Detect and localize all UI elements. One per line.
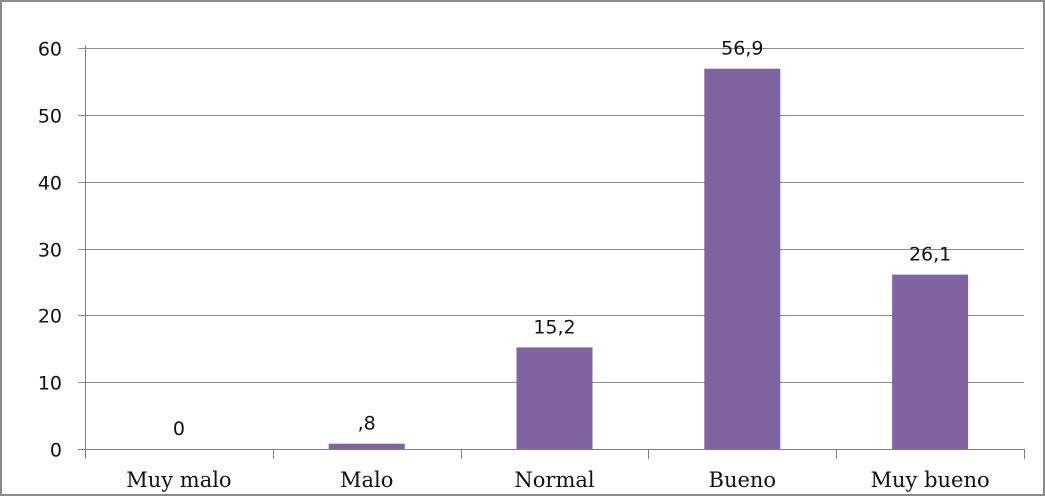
y-axis-tick-labels: 0 10 20 30 40 50 60 xyxy=(38,39,62,462)
data-label-bueno: 56,9 xyxy=(721,38,763,60)
y-tick-label-60: 60 xyxy=(38,39,62,61)
data-label-muy-malo: 0 xyxy=(173,418,185,440)
bar-muy-bueno xyxy=(892,274,969,449)
y-tick-label-40: 40 xyxy=(38,173,62,195)
x-tick-label-bueno: Bueno xyxy=(709,468,777,492)
x-tick-label-muy-bueno: Muy bueno xyxy=(871,468,990,492)
data-label-normal: 15,2 xyxy=(533,316,575,338)
y-tick-label-50: 50 xyxy=(38,106,62,128)
y-tick-label-10: 10 xyxy=(38,373,62,395)
x-tick-label-normal: Normal xyxy=(514,468,594,492)
axes xyxy=(78,45,1025,459)
x-tick-label-malo: Malo xyxy=(340,468,393,492)
x-tick-label-muy-malo: Muy malo xyxy=(126,468,231,492)
y-tick-label-0: 0 xyxy=(50,440,62,462)
gridlines xyxy=(78,48,1024,383)
data-label-muy-bueno: 26,1 xyxy=(909,244,951,266)
bars xyxy=(328,68,969,449)
data-labels: 0 ,8 15,2 56,9 26,1 xyxy=(173,38,951,440)
bar-malo xyxy=(328,443,405,449)
y-tick-label-20: 20 xyxy=(38,306,62,328)
bar-bueno xyxy=(704,68,781,449)
bar-normal xyxy=(516,347,593,449)
y-tick-label-30: 30 xyxy=(38,240,62,262)
data-label-malo: ,8 xyxy=(358,413,376,435)
x-axis-tick-labels: Muy malo Malo Normal Bueno Muy bueno xyxy=(126,468,989,492)
